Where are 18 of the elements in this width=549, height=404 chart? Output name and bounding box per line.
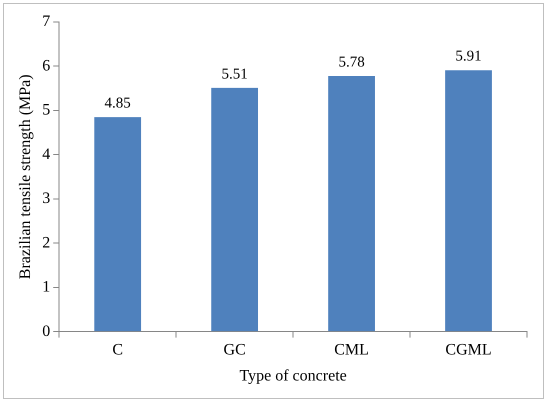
y-tick-label: 1	[42, 278, 50, 296]
x-axis-title: Type of concrete	[239, 368, 347, 385]
x-tick-label: GC	[224, 341, 246, 358]
y-tick-label: 2	[42, 234, 50, 252]
y-tick-label: 3	[42, 190, 50, 208]
y-tick-label: 4	[42, 146, 50, 163]
y-tick-label: 5	[42, 102, 50, 119]
data-label: 5.51	[222, 66, 248, 82]
y-tick-label: 6	[42, 57, 50, 74]
y-axis-title: Brazilian tensile strength (MPa)	[16, 74, 34, 280]
data-label: 4.85	[104, 96, 131, 112]
x-tick-label: CML	[334, 341, 369, 358]
x-tick-label: CGML	[445, 341, 492, 358]
y-tick-label: 0	[42, 322, 50, 340]
x-tick-label: C	[112, 341, 124, 358]
data-label: 5.78	[338, 54, 365, 70]
y-tick-label: 7	[42, 13, 50, 30]
data-label: 5.91	[455, 48, 482, 65]
